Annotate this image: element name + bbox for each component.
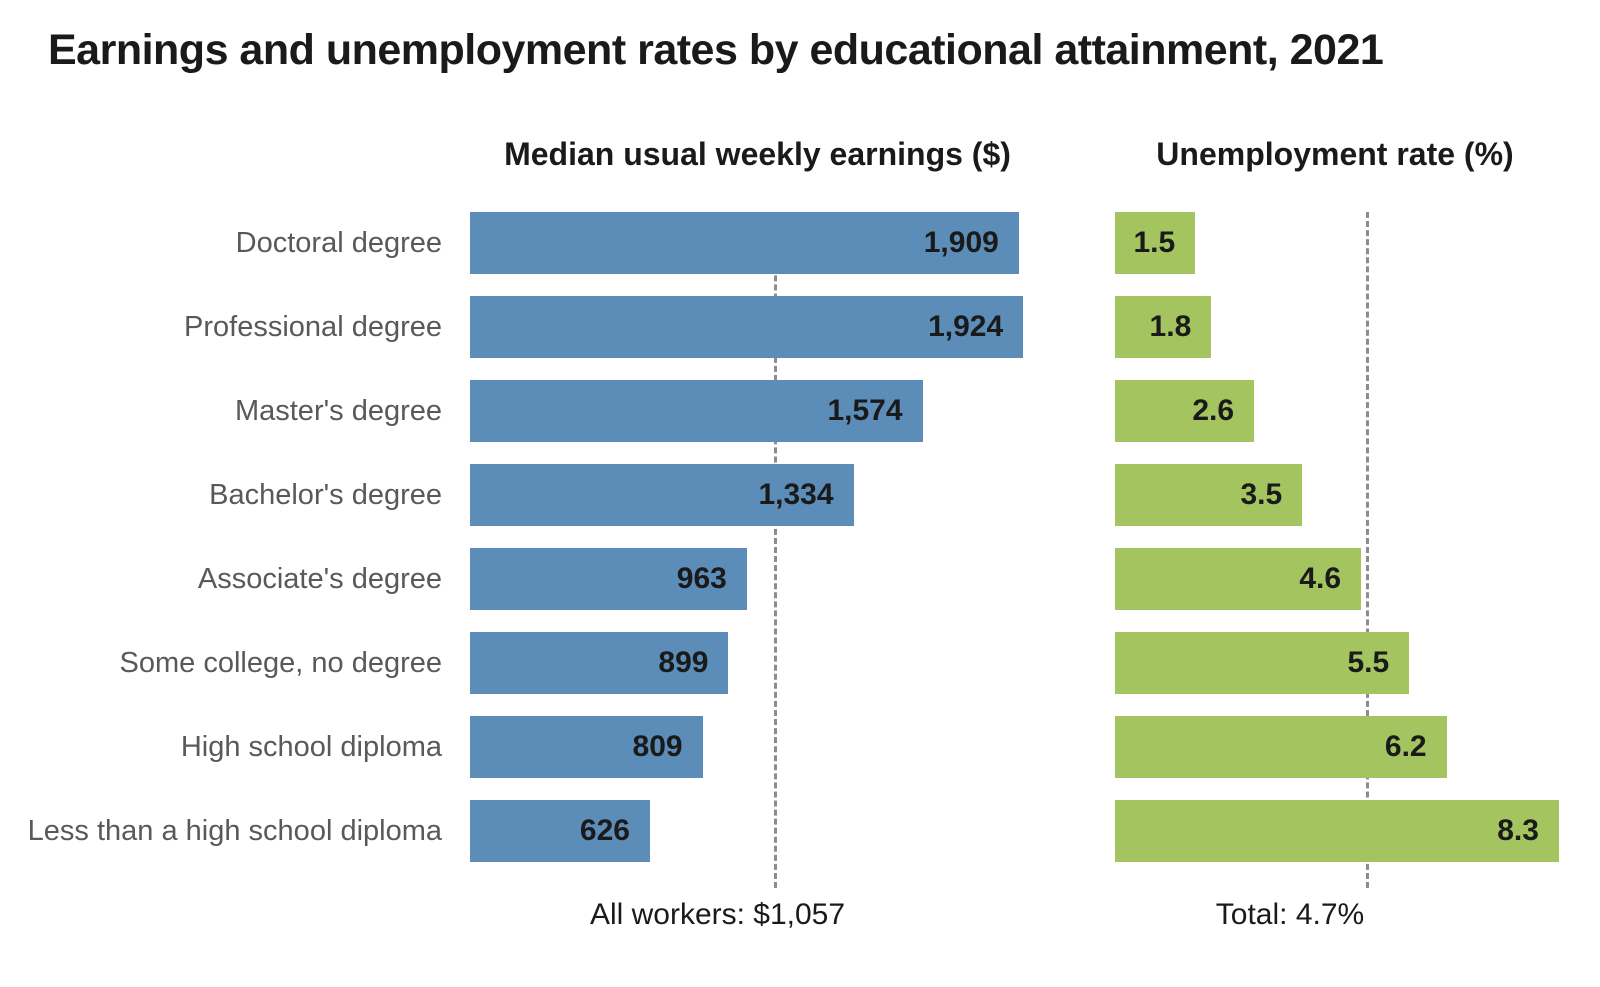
unemployment-reference-line — [1366, 212, 1370, 888]
unemployment-bar-cell: 5.5 — [1115, 632, 1575, 694]
unemployment-chart-area — [1115, 212, 1575, 888]
unemployment-bar-cell: 1.8 — [1115, 296, 1575, 358]
column-spacer — [1045, 800, 1115, 862]
earnings-bar-cell: 626 — [470, 800, 1045, 862]
earnings-value-label: 1,574 — [827, 394, 903, 427]
unemployment-bar: 4.6 — [1115, 548, 1362, 610]
earnings-value-label: 899 — [658, 646, 709, 679]
category-label: Some college, no degree — [119, 647, 442, 679]
chart-row: Bachelor's degree 1,334 3.5 — [0, 464, 1600, 526]
earnings-bar-cell: 809 — [470, 716, 1045, 778]
earnings-bar-cell: 1,574 — [470, 380, 1045, 442]
unemployment-bar-cell: 2.6 — [1115, 380, 1575, 442]
earnings-bar: 963 — [470, 548, 747, 610]
earnings-column-header: Median usual weekly earnings ($) — [504, 136, 1011, 172]
chart-row: Master's degree 1,574 2.6 — [0, 380, 1600, 442]
chart-row: Doctoral degree 1,909 1.5 — [0, 212, 1600, 274]
category-label: Doctoral degree — [235, 227, 442, 259]
unemployment-bar-cell: 4.6 — [1115, 548, 1575, 610]
unemployment-value-label: 5.5 — [1347, 646, 1390, 679]
unemployment-value-label: 3.5 — [1240, 478, 1283, 511]
earnings-bar: 1,334 — [470, 464, 854, 526]
chart-row: Professional degree 1,924 1.8 — [0, 296, 1600, 358]
page-title: Earnings and unemployment rates by educa… — [48, 26, 1384, 74]
earnings-value-label: 1,334 — [758, 478, 834, 511]
unemployment-bar: 1.8 — [1115, 296, 1212, 358]
unemployment-bar: 5.5 — [1115, 632, 1410, 694]
category-label: Professional degree — [184, 311, 442, 343]
earnings-bar: 626 — [470, 800, 650, 862]
earnings-bar-cell: 1,334 — [470, 464, 1045, 526]
earnings-value-label: 963 — [676, 562, 727, 595]
earnings-reference-line — [773, 212, 777, 888]
unemployment-column-header: Unemployment rate (%) — [1156, 136, 1514, 172]
earnings-bar-cell: 1,909 — [470, 212, 1045, 274]
column-spacer — [1045, 716, 1115, 778]
dual-bar-chart: Doctoral degree 1,909 1.5 Professional degr… — [0, 212, 1600, 888]
unemployment-bar: 3.5 — [1115, 464, 1303, 526]
column-spacer — [1045, 632, 1115, 694]
earnings-bar-cell: 899 — [470, 632, 1045, 694]
earnings-reference-label: All workers: $1,057 — [589, 898, 846, 931]
earnings-bar-cell: 1,924 — [470, 296, 1045, 358]
chart-row: Less than a high school diploma 626 8.3 — [0, 800, 1600, 862]
unemployment-value-label: 6.2 — [1384, 730, 1427, 763]
earnings-bar-cell: 963 — [470, 548, 1045, 610]
category-label: Associate's degree — [197, 563, 442, 595]
unemployment-bar-cell: 6.2 — [1115, 716, 1575, 778]
unemployment-value-label: 1.8 — [1149, 310, 1192, 343]
earnings-value-label: 1,909 — [923, 226, 999, 259]
unemployment-bar-cell: 1.5 — [1115, 212, 1575, 274]
earnings-bar: 1,574 — [470, 380, 923, 442]
unemployment-bar: 1.5 — [1115, 212, 1196, 274]
category-label: High school diploma — [180, 731, 442, 763]
column-spacer — [1045, 380, 1115, 442]
category-label: Master's degree — [234, 395, 442, 427]
category-label: Bachelor's degree — [209, 479, 442, 511]
earnings-value-label: 626 — [579, 814, 630, 847]
earnings-chart-area — [470, 212, 1045, 888]
unemployment-value-label: 2.6 — [1192, 394, 1235, 427]
category-label: Less than a high school diploma — [27, 815, 442, 847]
unemployment-bar: 2.6 — [1115, 380, 1255, 442]
earnings-bar: 899 — [470, 632, 729, 694]
chart-row: Associate's degree 963 4.6 — [0, 548, 1600, 610]
column-spacer — [1045, 548, 1115, 610]
unemployment-reference-label: Total: 4.7% — [1215, 898, 1365, 931]
unemployment-bar-cell: 3.5 — [1115, 464, 1575, 526]
earnings-bar: 809 — [470, 716, 703, 778]
unemployment-value-label: 1.5 — [1133, 226, 1176, 259]
unemployment-bar: 8.3 — [1115, 800, 1559, 862]
unemployment-bar-cell: 8.3 — [1115, 800, 1575, 862]
earnings-bar: 1,909 — [470, 212, 1019, 274]
column-spacer — [1045, 464, 1115, 526]
unemployment-value-label: 8.3 — [1497, 814, 1539, 847]
chart-rows: Doctoral degree 1,909 1.5 Professional degr… — [0, 212, 1600, 862]
column-spacer — [1045, 212, 1115, 274]
chart-row: High school diploma 809 6.2 — [0, 716, 1600, 778]
earnings-value-label: 1,924 — [928, 310, 1004, 343]
earnings-value-label: 809 — [632, 730, 683, 763]
column-spacer — [1045, 296, 1115, 358]
unemployment-bar: 6.2 — [1115, 716, 1447, 778]
earnings-bar: 1,924 — [470, 296, 1024, 358]
unemployment-value-label: 4.6 — [1299, 562, 1342, 595]
chart-row: Some college, no degree 899 5.5 — [0, 632, 1600, 694]
